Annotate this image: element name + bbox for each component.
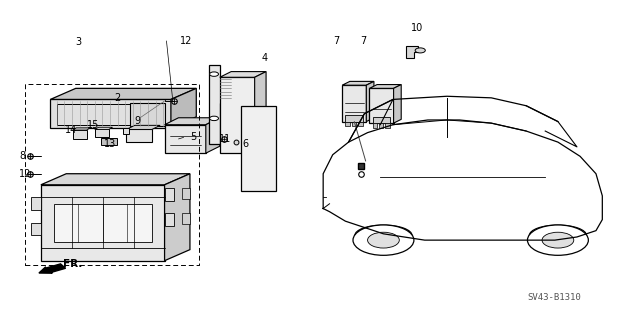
Polygon shape: [209, 65, 231, 144]
Circle shape: [353, 225, 414, 255]
Polygon shape: [164, 174, 190, 261]
Bar: [54, 204, 152, 242]
Bar: [164, 125, 206, 153]
Polygon shape: [406, 46, 419, 58]
Text: 8: 8: [19, 151, 26, 161]
Bar: [346, 122, 350, 126]
Polygon shape: [366, 81, 374, 122]
Text: SV43-B1310: SV43-B1310: [528, 293, 582, 301]
Text: 15: 15: [86, 120, 99, 130]
Polygon shape: [95, 127, 113, 130]
Bar: [127, 130, 152, 142]
Bar: [372, 117, 390, 123]
Bar: [346, 115, 363, 122]
Polygon shape: [72, 128, 90, 130]
Circle shape: [210, 116, 218, 121]
Bar: [372, 123, 377, 128]
Text: 14: 14: [65, 125, 77, 135]
Bar: [182, 213, 190, 224]
Polygon shape: [127, 125, 160, 130]
Bar: [101, 138, 117, 145]
Bar: [220, 77, 255, 153]
Text: 7: 7: [333, 36, 339, 46]
Bar: [369, 88, 394, 123]
Polygon shape: [255, 71, 266, 153]
Text: 12: 12: [19, 169, 31, 179]
FancyArrow shape: [39, 264, 66, 273]
Bar: [164, 188, 174, 201]
Bar: [352, 122, 356, 126]
Bar: [31, 223, 41, 235]
Text: 4: 4: [262, 53, 268, 63]
Polygon shape: [369, 85, 401, 88]
Circle shape: [542, 232, 574, 248]
Text: 5: 5: [190, 132, 196, 142]
Bar: [31, 197, 41, 210]
Polygon shape: [164, 118, 220, 125]
Text: 6: 6: [243, 139, 249, 149]
Bar: [385, 123, 390, 128]
Circle shape: [367, 232, 399, 248]
Text: FR.: FR.: [63, 259, 83, 269]
Bar: [182, 188, 190, 199]
Text: 2: 2: [114, 93, 120, 103]
Bar: [164, 213, 174, 226]
Circle shape: [527, 225, 588, 255]
Polygon shape: [51, 100, 171, 128]
Polygon shape: [41, 185, 164, 261]
Text: 9: 9: [135, 116, 141, 126]
Bar: [95, 130, 109, 137]
Text: 13: 13: [104, 139, 116, 149]
Polygon shape: [51, 88, 196, 100]
Circle shape: [415, 48, 426, 53]
Circle shape: [210, 72, 218, 76]
Polygon shape: [220, 71, 266, 77]
Polygon shape: [206, 118, 220, 153]
Text: 11: 11: [218, 134, 231, 144]
Bar: [130, 103, 164, 126]
Polygon shape: [171, 88, 196, 128]
Bar: [241, 106, 276, 191]
Polygon shape: [41, 174, 190, 185]
Polygon shape: [342, 81, 374, 85]
Bar: [57, 104, 158, 125]
Bar: [358, 122, 362, 126]
Text: 10: 10: [411, 23, 423, 33]
Bar: [342, 85, 366, 122]
Polygon shape: [394, 85, 401, 123]
Bar: [379, 123, 383, 128]
Text: 3: 3: [76, 38, 82, 48]
Bar: [72, 130, 86, 139]
Text: 12: 12: [180, 36, 193, 46]
Text: 7: 7: [360, 36, 366, 46]
